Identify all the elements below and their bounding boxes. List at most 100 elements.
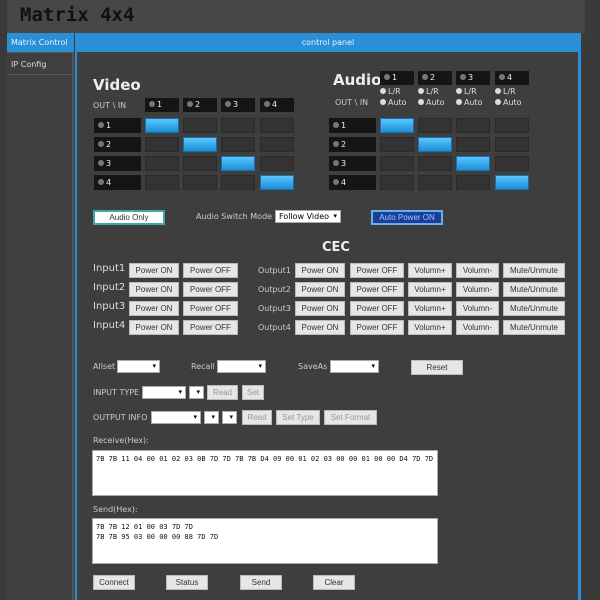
status-button[interactable]: Status [166,575,208,590]
cec-output-1-btn[interactable]: Power OFF [350,263,404,278]
audio-output-1[interactable]: 1 [329,118,376,133]
audio-route-cell[interactable] [456,118,490,133]
output-info-select[interactable] [151,411,201,424]
audio-lr-radio-2[interactable]: L/R [418,87,439,96]
set-type-button[interactable]: Set Type [276,410,320,425]
cec-input-2-btn[interactable]: Power OFF [183,282,238,297]
cec-output-3-btn[interactable]: Power OFF [350,301,404,316]
cec-output-2-btn[interactable]: Mute/Unmute [503,282,565,297]
sidebar-item-matrix-control[interactable]: Matrix Control [7,33,74,53]
audio-auto-radio-4[interactable]: Auto [495,98,522,107]
audio-lr-radio-3[interactable]: L/R [456,87,477,96]
audio-input-4[interactable]: 4 [495,71,529,85]
cec-input-1-btn[interactable]: Power ON [129,263,179,278]
allset-select[interactable] [117,360,160,373]
audio-only-button[interactable]: Audio Only [93,210,165,225]
cec-output-4-btn[interactable]: Volumn- [456,320,499,335]
audio-route-cell[interactable] [380,118,414,133]
video-route-cell[interactable] [183,156,217,171]
set-format-button[interactable]: Set Format [324,410,377,425]
cec-output-3-btn[interactable]: Volumn- [456,301,499,316]
video-output-4[interactable]: 4 [94,175,141,190]
audio-auto-radio-1[interactable]: Auto [380,98,407,107]
send-textarea[interactable]: 7B 7B 12 01 00 03 7D 7D 7B 7B 95 03 00 0… [92,518,438,564]
auto-power-on-button[interactable]: Auto Power ON [371,210,443,225]
video-input-4[interactable]: 4 [260,98,294,112]
video-route-cell[interactable] [221,156,255,171]
cec-input-3-btn[interactable]: Power ON [129,301,179,316]
input-type-select[interactable] [142,386,186,399]
audio-route-cell[interactable] [456,137,490,152]
video-route-cell[interactable] [260,137,294,152]
audio-route-cell[interactable] [495,137,529,152]
cec-output-2-btn[interactable]: Power ON [295,282,345,297]
cec-output-4-btn[interactable]: Power OFF [350,320,404,335]
cec-input-1-btn[interactable]: Power OFF [183,263,238,278]
audio-route-cell[interactable] [380,137,414,152]
audio-route-cell[interactable] [495,156,529,171]
audio-route-cell[interactable] [380,156,414,171]
cec-output-4-btn[interactable]: Mute/Unmute [503,320,565,335]
video-route-cell[interactable] [221,175,255,190]
video-route-cell[interactable] [145,137,179,152]
audio-switch-mode-select[interactable]: Follow Video [275,210,341,223]
audio-auto-radio-2[interactable]: Auto [418,98,445,107]
video-route-cell[interactable] [145,156,179,171]
receive-textarea[interactable]: 7B 7B 11 04 00 01 02 03 0B 7D 7D 7B 7B D… [92,450,438,496]
video-route-cell[interactable] [221,118,255,133]
audio-route-cell[interactable] [418,118,452,133]
input-type-set-button[interactable]: Set [242,385,264,400]
video-output-3[interactable]: 3 [94,156,141,171]
audio-route-cell[interactable] [456,156,490,171]
audio-route-cell[interactable] [418,156,452,171]
audio-output-2[interactable]: 2 [329,137,376,152]
cec-output-1-btn[interactable]: Power ON [295,263,345,278]
output-info-read-button[interactable]: Read [242,410,272,425]
connect-button[interactable]: Connect [93,575,135,590]
cec-input-4-btn[interactable]: Power OFF [183,320,238,335]
cec-input-3-btn[interactable]: Power OFF [183,301,238,316]
cec-output-1-btn[interactable]: Volumn+ [408,263,452,278]
audio-output-3[interactable]: 3 [329,156,376,171]
video-route-cell[interactable] [260,118,294,133]
audio-input-3[interactable]: 3 [456,71,490,85]
video-route-cell[interactable] [183,175,217,190]
clear-button[interactable]: Clear [313,575,355,590]
output-info-type-select[interactable] [204,411,219,424]
audio-route-cell[interactable] [495,118,529,133]
video-route-cell[interactable] [260,175,294,190]
cec-output-1-btn[interactable]: Volumn- [456,263,499,278]
video-input-3[interactable]: 3 [221,98,255,112]
video-input-2[interactable]: 2 [183,98,217,112]
video-route-cell[interactable] [260,156,294,171]
sidebar-item-ip-config[interactable]: IP Config [7,55,74,75]
cec-input-2-btn[interactable]: Power ON [129,282,179,297]
cec-output-1-btn[interactable]: Mute/Unmute [503,263,565,278]
audio-output-4[interactable]: 4 [329,175,376,190]
audio-input-1[interactable]: 1 [380,71,414,85]
audio-lr-radio-4[interactable]: L/R [495,87,516,96]
audio-route-cell[interactable] [380,175,414,190]
output-info-format-select[interactable] [222,411,237,424]
cec-output-2-btn[interactable]: Volumn+ [408,282,452,297]
input-type-read-button[interactable]: Read [207,385,238,400]
cec-output-3-btn[interactable]: Power ON [295,301,345,316]
send-button[interactable]: Send [240,575,282,590]
audio-input-2[interactable]: 2 [418,71,452,85]
cec-output-4-btn[interactable]: Power ON [295,320,345,335]
cec-output-2-btn[interactable]: Power OFF [350,282,404,297]
cec-output-4-btn[interactable]: Volumn+ [408,320,452,335]
recall-select[interactable] [217,360,266,373]
input-type-port-select[interactable] [189,386,204,399]
saveas-select[interactable] [330,360,379,373]
audio-route-cell[interactable] [456,175,490,190]
cec-output-3-btn[interactable]: Mute/Unmute [503,301,565,316]
video-route-cell[interactable] [221,137,255,152]
audio-route-cell[interactable] [495,175,529,190]
cec-output-2-btn[interactable]: Volumn- [456,282,499,297]
video-route-cell[interactable] [183,137,217,152]
audio-route-cell[interactable] [418,175,452,190]
cec-input-4-btn[interactable]: Power ON [129,320,179,335]
video-output-2[interactable]: 2 [94,137,141,152]
audio-auto-radio-3[interactable]: Auto [456,98,483,107]
